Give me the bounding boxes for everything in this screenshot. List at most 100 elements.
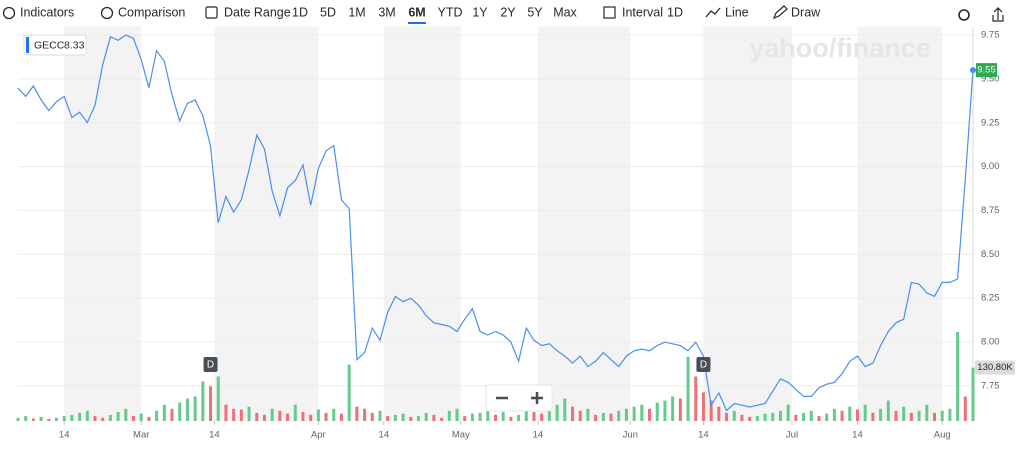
volume-bar	[640, 404, 644, 421]
volume-bar	[316, 409, 320, 421]
range-button[interactable]: 5Y	[527, 5, 543, 19]
interval-icon[interactable]	[603, 6, 616, 19]
volume-bar	[563, 398, 567, 421]
share-icon[interactable]	[992, 7, 1004, 22]
volume-bar	[309, 414, 313, 421]
dividend-label: D	[700, 360, 707, 371]
volume-bar	[363, 408, 367, 421]
volume-bar	[709, 400, 713, 421]
range-button[interactable]: 5D	[320, 5, 336, 19]
volume-bar	[347, 364, 351, 421]
legend-symbol: GECC	[34, 39, 65, 51]
settings-icon[interactable]	[958, 9, 970, 21]
comparison-button[interactable]: Comparison	[118, 5, 185, 19]
volume-bar	[802, 412, 806, 421]
volume-bar	[855, 409, 859, 421]
x-tick-label: 14	[59, 430, 70, 441]
zoom-in[interactable]	[531, 392, 543, 404]
shaded-band	[383, 26, 461, 421]
plot: 9.75 9.50 9.25 9.00 8.75 8.50 8.25 8.00 7.75 14 Ma…	[16, 26, 1015, 441]
x-tick-label: Jun	[623, 430, 638, 441]
draw-icon[interactable]	[772, 5, 788, 20]
volume-bar	[786, 404, 790, 421]
x-tick-label: Mar	[133, 430, 149, 441]
volume-bar	[555, 404, 559, 421]
legend-swatch	[26, 37, 29, 53]
range-selected-underline	[408, 22, 426, 24]
volume-bar	[286, 413, 290, 421]
y-tick-label: 8.00	[981, 337, 1000, 348]
volume-bar	[863, 404, 867, 421]
volume-bar	[740, 414, 744, 421]
volume-bar	[578, 410, 582, 421]
volume-bar	[532, 412, 536, 421]
volume-bar	[139, 413, 143, 421]
range-button[interactable]: 6M	[408, 5, 425, 19]
volume-bar	[809, 410, 813, 421]
volume-bar	[401, 413, 405, 421]
volume-bar	[571, 406, 575, 421]
volume-bar	[894, 410, 898, 421]
volume-bar	[93, 416, 97, 421]
volume-bar	[47, 418, 51, 421]
calendar-icon[interactable]	[205, 6, 218, 19]
range-button[interactable]: 1M	[348, 5, 365, 19]
volume-bar	[478, 412, 482, 421]
comparison-icon[interactable]	[100, 6, 114, 20]
volume-bar	[586, 408, 590, 421]
range-button[interactable]: 3M	[378, 5, 395, 19]
range-button[interactable]: 2Y	[500, 5, 516, 19]
chart-type-button[interactable]: Line	[725, 5, 749, 19]
volume-bar	[455, 408, 459, 421]
last-point	[970, 67, 976, 74]
y-tick-label: 9.50	[981, 73, 1000, 84]
indicators-button[interactable]: Indicators	[20, 5, 74, 19]
volume-bar	[393, 414, 397, 421]
volume-bar	[717, 406, 721, 421]
volume-bar	[232, 408, 236, 421]
volume-bar	[463, 416, 467, 421]
volume-bar	[524, 409, 528, 421]
volume-bar	[178, 402, 182, 421]
legend-value: 8.33	[64, 39, 85, 51]
volume-bar	[925, 404, 929, 421]
volume-bar	[940, 410, 944, 421]
indicators-icon[interactable]	[2, 6, 16, 20]
volume-bar	[116, 412, 120, 421]
x-tick-label: 14	[533, 430, 544, 441]
x-tick-label: 14	[852, 430, 863, 441]
volume-bar	[886, 400, 890, 421]
volume-bar	[339, 413, 343, 421]
volume-bar	[147, 416, 151, 421]
volume-bar	[31, 418, 35, 421]
range-button[interactable]: 1D	[292, 5, 308, 19]
range-button[interactable]: Max	[553, 5, 577, 19]
volume-bar	[432, 414, 436, 421]
date-range-button[interactable]: Date Range	[224, 5, 291, 19]
volume-bar	[632, 406, 636, 421]
y-tick-label: 8.75	[981, 205, 1000, 216]
interval-button[interactable]: Interval	[622, 5, 663, 19]
draw-button[interactable]: Draw	[791, 5, 821, 19]
volume-bar	[540, 413, 544, 421]
x-tick-label: Aug	[934, 430, 951, 441]
volume-bar	[624, 408, 628, 421]
range-button[interactable]: YTD	[438, 5, 463, 19]
interval-value[interactable]: 1D	[667, 5, 683, 19]
volume-bar	[701, 392, 705, 421]
legend-box	[23, 34, 87, 56]
shaded-band	[857, 26, 943, 421]
volume-bar	[486, 410, 490, 421]
volume-bar	[648, 408, 652, 421]
volume-bar	[794, 414, 798, 421]
volume-bar	[694, 376, 698, 421]
volume-bar	[424, 412, 428, 421]
volume-bar	[440, 417, 444, 421]
volume-bar	[932, 412, 936, 421]
zoom-box	[485, 384, 553, 412]
x-tick-label: Apr	[311, 430, 326, 441]
line-icon[interactable]	[705, 7, 721, 18]
volume-bar	[447, 410, 451, 421]
range-button[interactable]: 1Y	[472, 5, 488, 19]
toolbar: Indicators Comparison Date Range 1D 5D 1M 3…	[2, 5, 1004, 24]
